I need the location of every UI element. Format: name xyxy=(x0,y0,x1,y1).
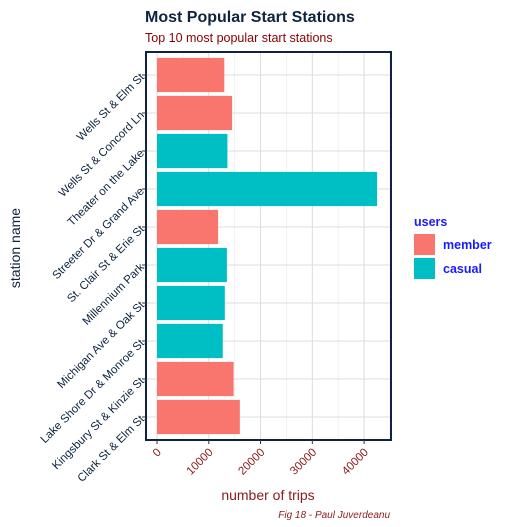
legend-title: users xyxy=(414,215,447,229)
bar xyxy=(157,323,223,359)
legend-key-casual xyxy=(414,258,435,279)
bars xyxy=(157,57,378,435)
legend: users member casual xyxy=(414,215,492,279)
y-axis-title: station name xyxy=(7,208,23,288)
x-tick-label: 40000 xyxy=(340,446,371,477)
legend-key-member xyxy=(414,234,435,255)
y-tick-label: Clark St & Elm St xyxy=(76,413,148,485)
chart-subtitle: Top 10 most popular start stations xyxy=(145,31,333,45)
bar xyxy=(157,133,228,169)
bar xyxy=(157,171,378,207)
caption: Fig 18 - Paul Juverdeanu xyxy=(278,510,390,521)
plot-panel-border xyxy=(145,51,392,441)
x-tick-labels: 0 10000 20000 30000 40000 xyxy=(151,440,371,478)
bar xyxy=(157,361,234,397)
bar xyxy=(157,247,227,283)
bar xyxy=(157,399,240,435)
y-tick-label: Wells St & Elm St xyxy=(75,71,148,144)
legend-label-casual: casual xyxy=(443,262,482,276)
bar xyxy=(157,57,225,93)
bar xyxy=(157,209,219,245)
bar xyxy=(157,95,233,131)
legend-label-member: member xyxy=(443,238,492,252)
x-axis-title: number of trips xyxy=(221,487,314,503)
chart-title: Most Popular Start Stations xyxy=(145,9,355,26)
x-tick-label: 20000 xyxy=(236,446,267,477)
bar xyxy=(157,285,225,321)
x-tick-label: 30000 xyxy=(288,446,319,477)
x-tick-label: 10000 xyxy=(185,446,216,477)
x-tick-label: 0 xyxy=(151,446,164,459)
